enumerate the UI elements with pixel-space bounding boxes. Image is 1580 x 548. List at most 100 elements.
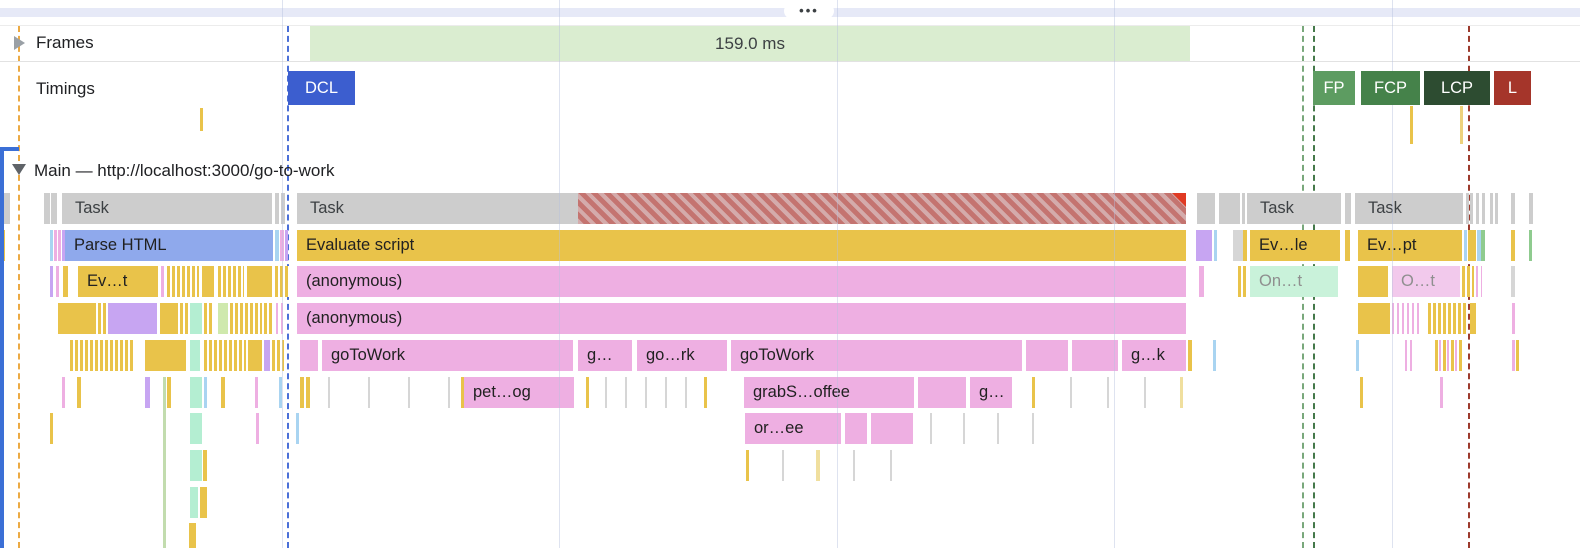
flame-bar[interactable] <box>704 377 707 408</box>
flame-bar-on-t[interactable]: On…t <box>1250 266 1338 297</box>
flame-bar[interactable] <box>306 377 310 408</box>
flame-bar[interactable] <box>1405 340 1413 371</box>
flame-bar[interactable] <box>1072 340 1118 371</box>
flame-bar[interactable] <box>1188 340 1192 371</box>
flame-bar[interactable] <box>77 377 81 408</box>
flame-bar[interactable] <box>203 450 207 481</box>
flame-bar-go-rk[interactable]: go…rk <box>637 340 727 371</box>
flame-bar[interactable] <box>275 193 279 224</box>
flame-bar[interactable] <box>461 377 464 408</box>
flame-bar[interactable] <box>167 266 199 297</box>
flame-bar[interactable] <box>62 230 65 261</box>
flame-bar-parse-html[interactable]: Parse HTML <box>65 230 273 261</box>
flame-bar[interactable] <box>50 230 53 261</box>
flame-bar-ev-le[interactable]: Ev…le <box>1250 230 1340 261</box>
flame-bar[interactable] <box>296 413 299 444</box>
timing-badge-lcp[interactable]: LCP <box>1424 71 1490 105</box>
flame-bar[interactable] <box>1511 230 1515 261</box>
flame-bar[interactable] <box>1197 193 1215 224</box>
flame-bar[interactable] <box>204 340 246 371</box>
flame-bar[interactable] <box>645 377 647 408</box>
flame-bar[interactable] <box>1032 413 1034 444</box>
flame-bar[interactable] <box>408 377 410 408</box>
flame-bar[interactable] <box>230 303 262 334</box>
flame-bar[interactable] <box>816 450 820 481</box>
flame-bar[interactable] <box>1512 340 1515 371</box>
flame-bar-task[interactable]: Task <box>1355 193 1463 224</box>
timing-badge-fp[interactable]: FP <box>1313 71 1355 105</box>
flame-bar[interactable] <box>328 377 330 408</box>
flame-bar-anonymous[interactable]: (anonymous) <box>297 266 1186 297</box>
flame-bar[interactable] <box>108 303 157 334</box>
flame-bar[interactable] <box>190 340 200 371</box>
flame-bar[interactable] <box>255 377 258 408</box>
flame-bar[interactable] <box>1242 193 1245 224</box>
flame-bar[interactable] <box>202 266 214 297</box>
flame-bar[interactable] <box>1392 303 1422 334</box>
flame-bar-task[interactable]: Task <box>1247 193 1341 224</box>
flame-bar[interactable] <box>845 413 867 444</box>
flame-bar[interactable] <box>189 523 196 548</box>
flame-bar[interactable] <box>1196 230 1212 261</box>
timing-badge-fcp[interactable]: FCP <box>1361 71 1420 105</box>
flame-bar[interactable] <box>145 340 186 371</box>
flame-bar[interactable] <box>248 340 262 371</box>
flame-bar[interactable] <box>890 450 892 481</box>
main-track-expander-icon[interactable] <box>12 164 26 175</box>
flame-bar[interactable] <box>2 193 10 224</box>
flame-bar-gotowork[interactable]: goToWork <box>731 340 1022 371</box>
flame-bar[interactable] <box>997 413 999 444</box>
flame-bar[interactable] <box>1213 340 1216 371</box>
frames-expander-icon[interactable] <box>14 36 25 50</box>
flame-bar[interactable] <box>1477 230 1481 261</box>
flame-bar-g[interactable]: g… <box>970 377 1012 408</box>
flame-bar[interactable] <box>1529 193 1533 224</box>
flame-bar[interactable] <box>685 377 687 408</box>
flame-bar-o-t[interactable]: O…t <box>1392 266 1460 297</box>
flame-bar[interactable] <box>264 340 270 371</box>
flame-bar[interactable] <box>190 377 202 408</box>
flame-bar[interactable] <box>98 303 106 334</box>
flame-bar[interactable] <box>1358 266 1388 297</box>
flame-bar[interactable] <box>1356 340 1359 371</box>
flame-bar-g[interactable]: g… <box>578 340 632 371</box>
flame-bar[interactable] <box>1440 377 1443 408</box>
flame-bar[interactable] <box>625 377 627 408</box>
panel-resize-handle[interactable]: ••• <box>784 3 834 19</box>
flame-bar[interactable] <box>204 377 207 408</box>
flame-bar[interactable] <box>62 377 65 408</box>
flame-bar[interactable] <box>1219 193 1240 224</box>
flame-bar[interactable] <box>1470 303 1476 334</box>
flame-bar[interactable] <box>665 377 667 408</box>
flame-bar[interactable] <box>782 450 784 481</box>
flame-bar[interactable] <box>190 487 198 518</box>
flame-bar[interactable] <box>275 266 289 297</box>
flame-bar[interactable] <box>1026 340 1068 371</box>
flame-bar-gotowork[interactable]: goToWork <box>322 340 573 371</box>
flame-bar[interactable] <box>50 266 53 297</box>
flame-bar[interactable] <box>161 266 164 297</box>
flame-bar[interactable] <box>300 377 304 408</box>
flame-bar[interactable] <box>1345 193 1351 224</box>
flame-bar[interactable] <box>1233 230 1246 261</box>
flame-bar[interactable] <box>300 340 318 371</box>
flame-bar-evaluate-script[interactable]: Evaluate script <box>297 230 1186 261</box>
flame-bar[interactable] <box>51 193 57 224</box>
flame-bar[interactable] <box>853 450 855 481</box>
flame-bar[interactable] <box>54 230 57 261</box>
flame-bar[interactable] <box>1144 377 1146 408</box>
flame-bar[interactable] <box>930 413 932 444</box>
flame-bar[interactable] <box>1238 266 1248 297</box>
timing-badge-dcl[interactable]: DCL <box>288 71 355 105</box>
flame-bar[interactable] <box>276 303 286 334</box>
flame-bar[interactable] <box>1180 377 1183 408</box>
flame-bar[interactable] <box>1464 230 1467 261</box>
flame-bar[interactable] <box>605 377 607 408</box>
flame-bar[interactable] <box>1070 377 1072 408</box>
flame-bar[interactable] <box>145 377 150 408</box>
flame-bar[interactable] <box>1358 303 1390 334</box>
flame-bar[interactable] <box>1529 230 1532 261</box>
flame-bar[interactable] <box>272 340 284 371</box>
flame-bar[interactable] <box>285 230 288 261</box>
flame-bar-ev-pt[interactable]: Ev…pt <box>1358 230 1462 261</box>
